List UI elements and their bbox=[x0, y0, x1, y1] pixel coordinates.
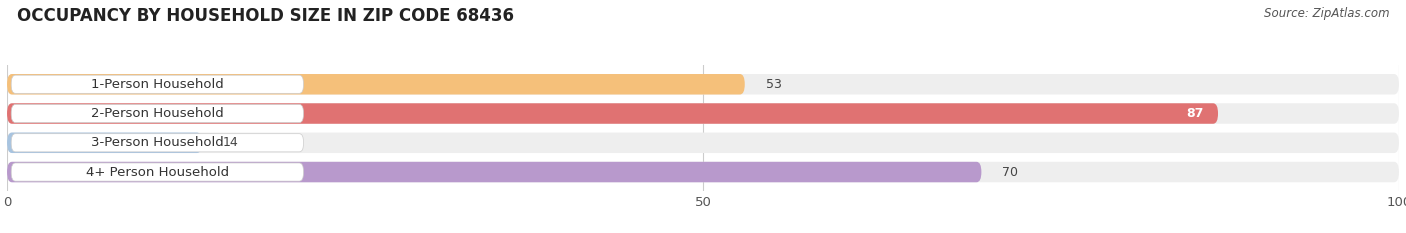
FancyBboxPatch shape bbox=[11, 75, 304, 93]
FancyBboxPatch shape bbox=[7, 74, 1399, 95]
FancyBboxPatch shape bbox=[7, 133, 1399, 153]
FancyBboxPatch shape bbox=[7, 162, 981, 182]
FancyBboxPatch shape bbox=[11, 163, 304, 181]
FancyBboxPatch shape bbox=[7, 103, 1399, 124]
FancyBboxPatch shape bbox=[7, 74, 745, 95]
Text: 14: 14 bbox=[222, 136, 239, 149]
Text: 2-Person Household: 2-Person Household bbox=[91, 107, 224, 120]
FancyBboxPatch shape bbox=[7, 103, 1218, 124]
FancyBboxPatch shape bbox=[7, 162, 1399, 182]
Text: 70: 70 bbox=[1002, 165, 1018, 178]
FancyBboxPatch shape bbox=[11, 104, 304, 123]
FancyBboxPatch shape bbox=[11, 134, 304, 152]
Text: 1-Person Household: 1-Person Household bbox=[91, 78, 224, 91]
Text: OCCUPANCY BY HOUSEHOLD SIZE IN ZIP CODE 68436: OCCUPANCY BY HOUSEHOLD SIZE IN ZIP CODE … bbox=[17, 7, 513, 25]
Text: 53: 53 bbox=[766, 78, 782, 91]
Text: 87: 87 bbox=[1187, 107, 1204, 120]
FancyBboxPatch shape bbox=[7, 133, 202, 153]
Text: 3-Person Household: 3-Person Household bbox=[91, 136, 224, 149]
Text: Source: ZipAtlas.com: Source: ZipAtlas.com bbox=[1264, 7, 1389, 20]
Text: 4+ Person Household: 4+ Person Household bbox=[86, 165, 229, 178]
